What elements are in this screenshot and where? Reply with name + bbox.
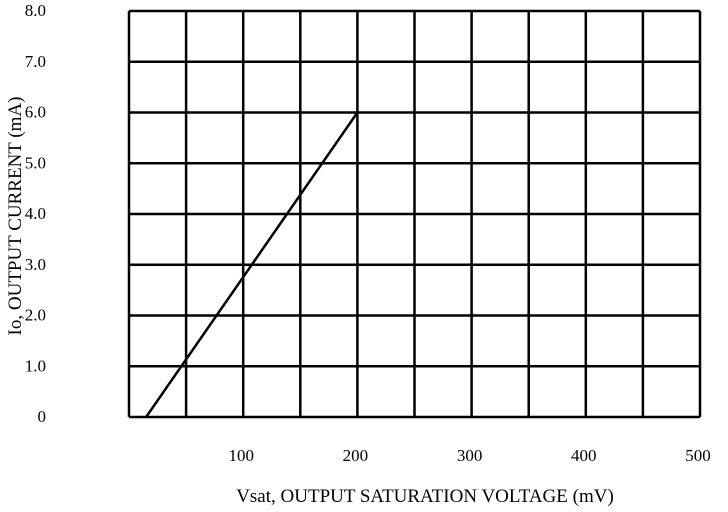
- x-tick-label: 100: [228, 446, 254, 465]
- y-tick-label: 7.0: [25, 52, 46, 71]
- y-tick-label: 3.0: [25, 255, 46, 274]
- grid: [127, 9, 702, 419]
- x-tick-label: 300: [457, 446, 483, 465]
- y-tick-label: 6.0: [25, 103, 46, 122]
- y-tick-label: 0: [38, 407, 47, 426]
- series-lines: [145, 111, 359, 418]
- x-tick-label: 400: [571, 446, 597, 465]
- y-tick-label: 1.0: [25, 356, 46, 375]
- x-tick-label: 500: [685, 446, 711, 465]
- y-tick-label: 5.0: [25, 153, 46, 172]
- x-tick-label: 200: [343, 446, 369, 465]
- series-line: [145, 111, 359, 418]
- y-tick-labels: 0 1.0 2.0 3.0 4.0 5.0 6.0 7.0 8.0: [25, 1, 46, 426]
- y-tick-label: 8.0: [25, 1, 46, 20]
- y-tick-label: 2.0: [25, 306, 46, 325]
- y-axis-label: Io, OUTPUT CURRENT (mA): [5, 97, 26, 336]
- x-axis-label: Vsat, OUTPUT SATURATION VOLTAGE (mV): [236, 486, 614, 507]
- y-tick-label: 4.0: [25, 204, 46, 223]
- x-tick-labels: 100 200 300 400 500: [228, 446, 710, 465]
